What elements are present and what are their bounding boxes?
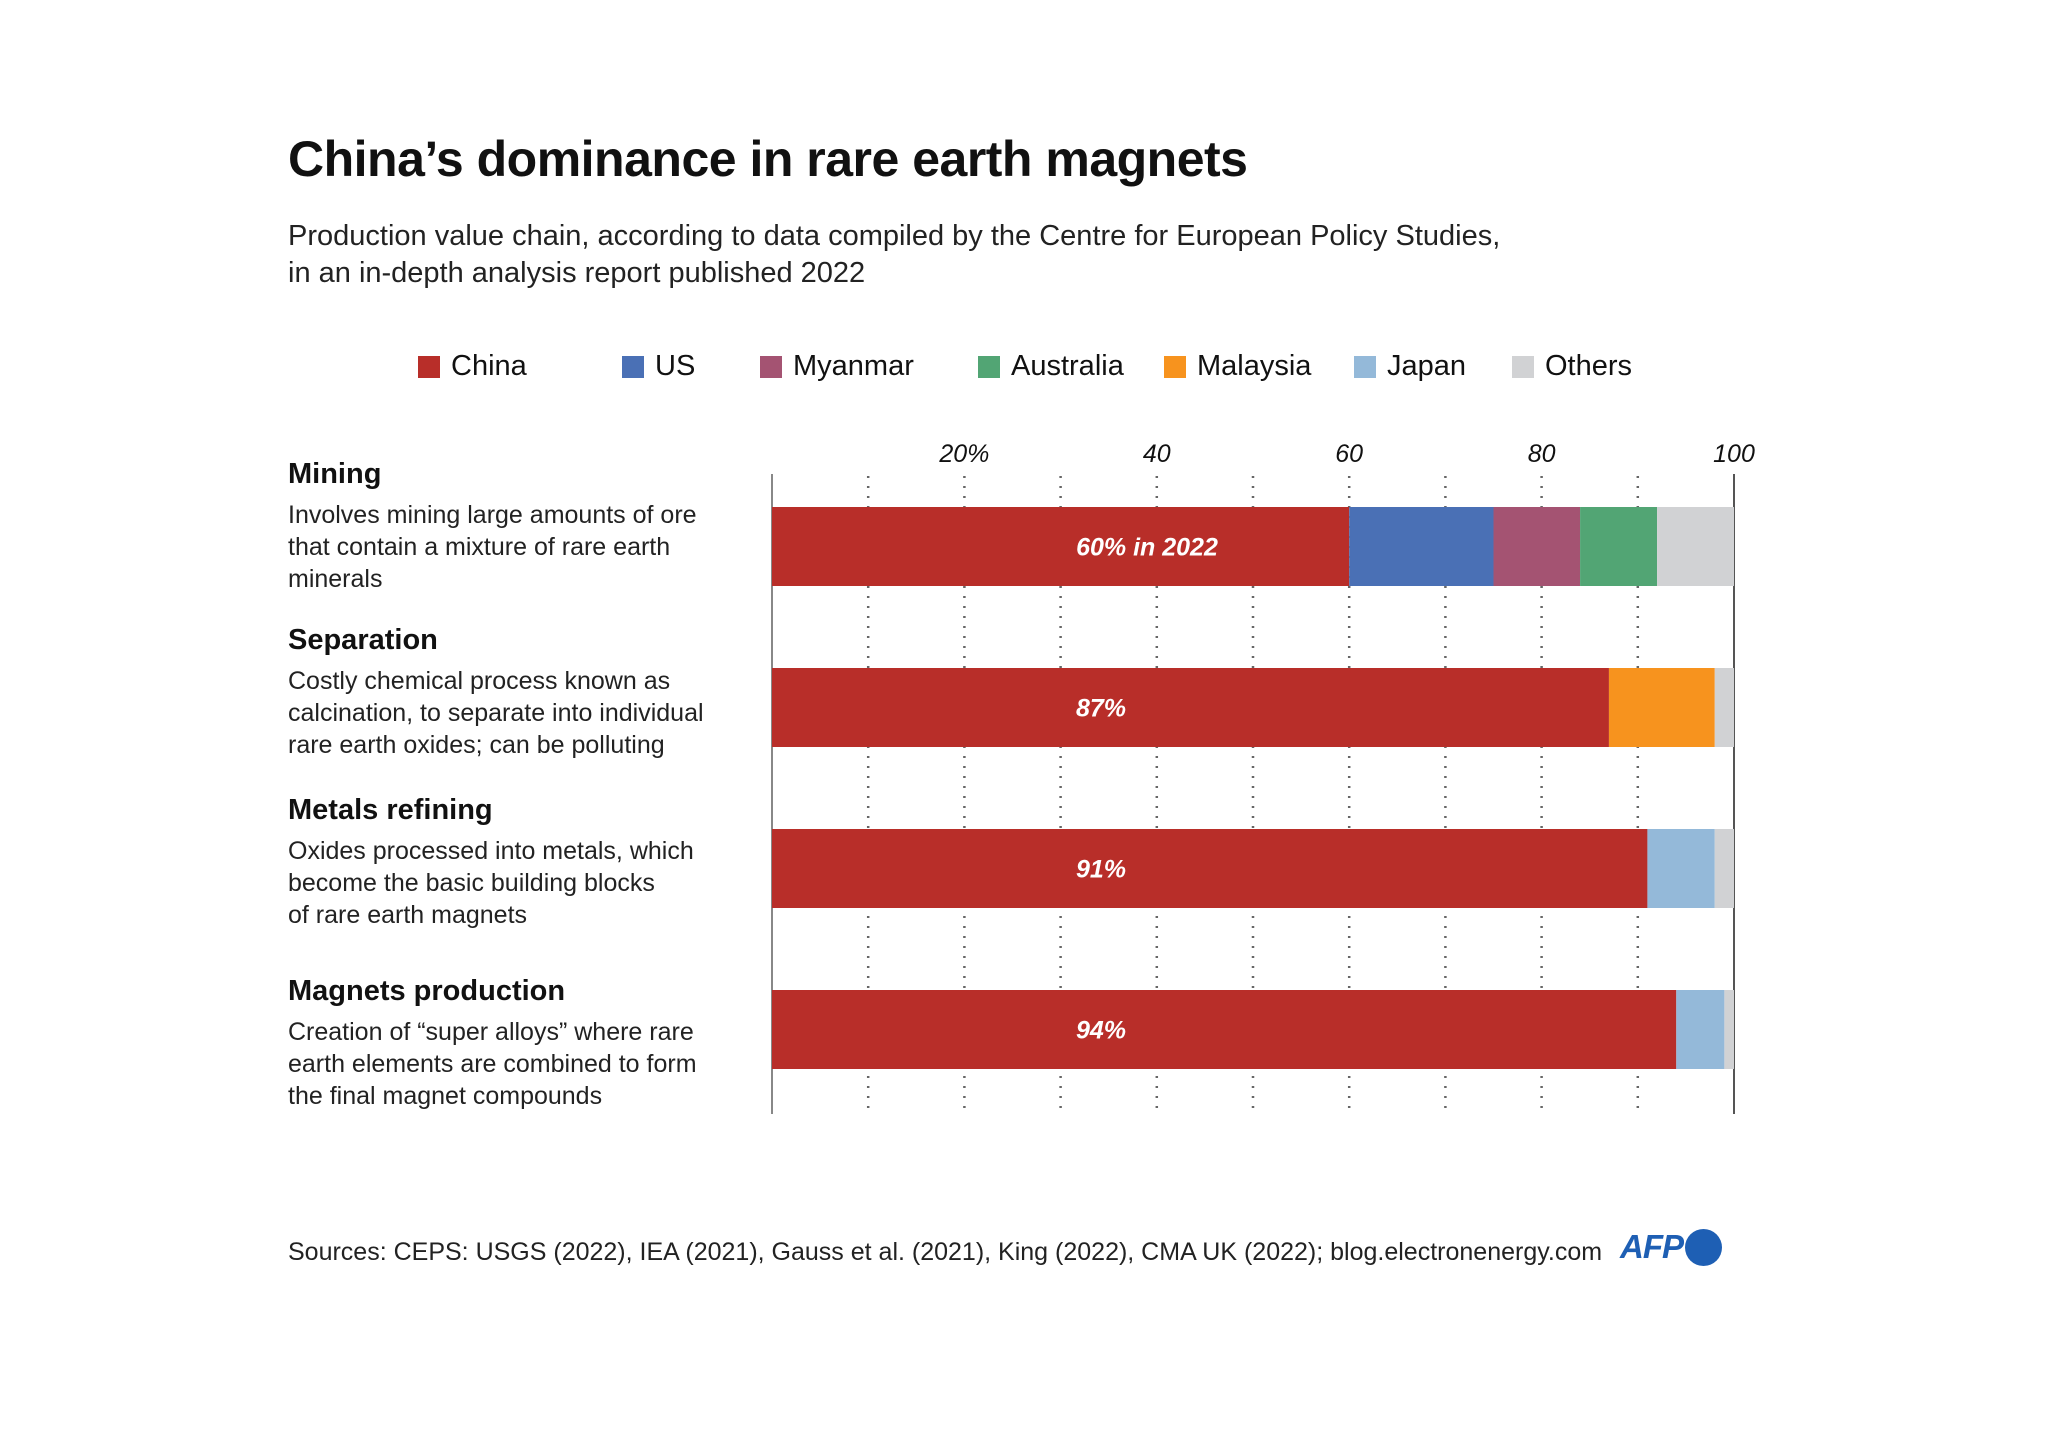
description-line: calcination, to separate into individual — [288, 699, 704, 727]
legend-swatch — [418, 355, 440, 378]
bar-segment-others — [1724, 990, 1734, 1069]
afp-logo: AFP — [1620, 1228, 1722, 1266]
data-label: 94% — [1076, 1017, 1126, 1045]
description-line: Creation of “super alloys” where rare — [288, 1018, 694, 1046]
description-line: that contain a mixture of rare earth — [288, 533, 671, 561]
legend-item-australia: Australia — [978, 350, 1124, 383]
description-line: the final magnet compounds — [288, 1082, 603, 1110]
data-label: 91% — [1076, 856, 1126, 884]
x-tick-label: 60 — [1335, 440, 1363, 468]
bar-segment-china — [772, 668, 1609, 747]
description-line: of rare earth magnets — [288, 901, 528, 929]
description-line: rare earth oxides; can be polluting — [288, 731, 665, 759]
bar-segment-us — [1349, 507, 1494, 586]
stage-heading: Metals refining — [288, 794, 493, 826]
subtitle-line: Production value chain, according to dat… — [288, 220, 1501, 252]
stage-heading: Magnets production — [288, 975, 566, 1007]
legend-swatch — [1512, 355, 1534, 378]
legend-label: Malaysia — [1197, 350, 1312, 382]
bar-segment-australia — [1580, 507, 1658, 586]
legend-item-malaysia: Malaysia — [1164, 350, 1311, 383]
description-line: minerals — [288, 565, 383, 593]
x-tick-label: 80 — [1528, 440, 1556, 468]
stage-heading: Separation — [288, 624, 438, 656]
legend-item-japan: Japan — [1354, 350, 1466, 383]
stage-heading: Mining — [288, 458, 382, 490]
legend-swatch — [1164, 355, 1186, 378]
description-line: earth elements are combined to form — [288, 1050, 697, 1078]
bar-segment-others — [1657, 507, 1734, 586]
description-line: Involves mining large amounts of ore — [288, 501, 697, 529]
legend-item-myanmar: Myanmar — [760, 350, 914, 383]
legend-label: Australia — [1011, 350, 1124, 382]
bar-segment-china — [772, 507, 1350, 586]
stage-description: Involves mining large amounts of ore that… — [288, 499, 758, 595]
description-line: Costly chemical process known as — [288, 667, 671, 695]
stage-description: Costly chemical process known as calcinat… — [288, 665, 758, 761]
bar-segment-others — [1714, 668, 1734, 747]
legend-swatch — [622, 355, 644, 378]
chart-title: China’s dominance in rare earth magnets — [288, 131, 1248, 187]
legend-label: US — [655, 350, 696, 382]
legend-item-others: Others — [1512, 350, 1632, 383]
afp-logo-dot — [1685, 1228, 1722, 1266]
bar-segment-china — [772, 990, 1677, 1069]
x-tick-label: 20% — [938, 440, 989, 468]
data-label: 60% in 2022 — [1076, 534, 1218, 562]
bar-segment-japan — [1647, 829, 1715, 908]
data-label: 87% — [1076, 695, 1126, 723]
x-tick-label: 100 — [1713, 440, 1755, 468]
legend-label: China — [451, 350, 527, 382]
bar-segment-myanmar — [1493, 507, 1581, 586]
legend-item-us: US — [622, 350, 695, 383]
bar-segment-malaysia — [1608, 668, 1715, 747]
subtitle-line: in an in-depth analysis report published… — [288, 257, 866, 289]
source-note: Sources: CEPS: USGS (2022), IEA (2021), … — [288, 1238, 1603, 1266]
stage-description: Creation of “super alloys” where rare ear… — [288, 1016, 758, 1112]
legend-label: Myanmar — [793, 350, 914, 382]
legend-swatch — [1354, 355, 1376, 378]
description-line: become the basic building blocks — [288, 869, 655, 897]
bar-segment-others — [1714, 829, 1734, 908]
x-tick-label: 40 — [1143, 440, 1171, 468]
afp-logo-text: AFP — [1620, 1228, 1684, 1265]
legend-label: Others — [1545, 350, 1633, 382]
legend-swatch — [978, 355, 1000, 378]
description-line: Oxides processed into metals, which — [288, 837, 694, 865]
legend-label: Japan — [1387, 350, 1467, 382]
legend-item-china: China — [418, 350, 527, 383]
stage-description: Oxides processed into metals, which becom… — [288, 835, 758, 931]
bar-segment-japan — [1676, 990, 1725, 1069]
legend-swatch — [760, 355, 782, 378]
chart-subtitle: Production value chain, according to dat… — [288, 218, 1588, 292]
bar-segment-china — [772, 829, 1648, 908]
